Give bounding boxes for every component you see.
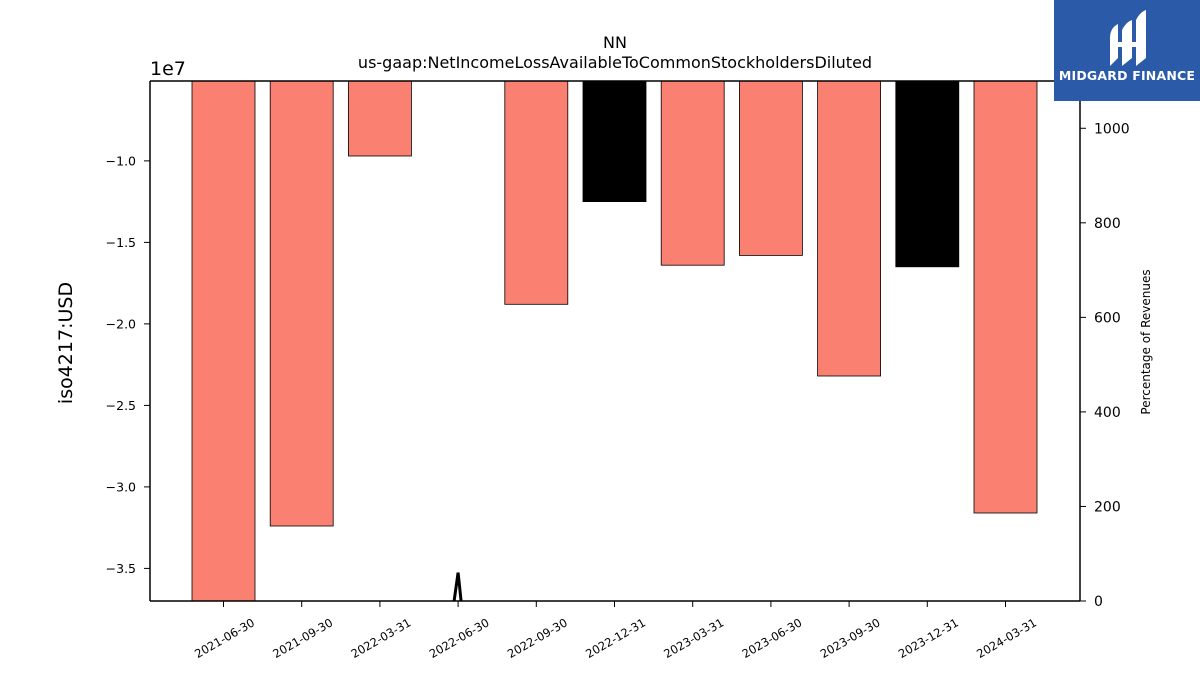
y2-tick-label: 400 (1094, 405, 1121, 421)
x-tick-label: 2022-12-31 (583, 615, 648, 661)
bar-2021-06-30 (191, 80, 256, 602)
chart-title: NN (603, 33, 627, 52)
revenue-percentage-line (452, 572, 463, 602)
y2-tick-label: 200 (1094, 499, 1121, 515)
bar-2022-03-31 (347, 80, 412, 157)
bar-2023-09-30 (817, 80, 881, 377)
x-tick-label: 2021-06-30 (192, 615, 257, 661)
bar-2023-12-31 (895, 80, 960, 268)
y-axis-label: iso4217:USD (55, 282, 77, 404)
x-tick-label: 2022-03-31 (349, 615, 414, 661)
x-tick-label: 2022-06-30 (427, 615, 492, 661)
x-tick-label: 2022-09-30 (505, 615, 570, 661)
bar-2024-03-31 (973, 80, 1038, 514)
y-tick-label: −2.5 (106, 398, 136, 413)
secondary-y-axis-label: Percentage of Revenues (1139, 269, 1153, 414)
midgard-logo-icon (1110, 10, 1146, 66)
x-tick-label: 2023-03-31 (661, 615, 726, 661)
bar-2022-12-31 (582, 80, 647, 202)
y-tick-label: −1.5 (106, 235, 136, 250)
x-tick-label: 2023-09-30 (818, 615, 883, 661)
chart-subtitle: us-gaap:NetIncomeLossAvailableToCommonSt… (358, 53, 872, 72)
y2-tick-label: 1000 (1094, 121, 1130, 137)
y-axis-offset-label: 1e7 (150, 58, 186, 80)
plot-area: −3.5 −3.0 −2.5 −2.0 −1.5 −1.0 0 200 400 600 800 100… (106, 80, 1130, 661)
x-tick-label: 2021-09-30 (270, 615, 335, 661)
x-tick-label: 2024-03-31 (974, 615, 1039, 661)
bar-2021-09-30 (269, 80, 334, 527)
bar-2022-09-30 (504, 80, 569, 305)
y-tick-label: −3.5 (106, 561, 136, 576)
midgard-finance-logo: MIDGARD FINANCE (1054, 0, 1200, 101)
y2-tick-label: 600 (1094, 310, 1121, 326)
y-tick-label: −2.0 (106, 316, 136, 331)
y-tick-label: −3.0 (106, 479, 136, 494)
logo-text: MIDGARD FINANCE (1058, 68, 1196, 83)
x-tick-label: 2023-12-31 (896, 615, 961, 661)
y2-tick-label: 0 (1094, 594, 1103, 610)
bar-2023-06-30 (739, 80, 803, 256)
bar-2023-03-31 (660, 80, 725, 266)
x-tick-label: 2023-06-30 (740, 615, 805, 661)
y2-tick-label: 800 (1094, 216, 1121, 232)
y-tick-label: −1.0 (106, 153, 136, 168)
